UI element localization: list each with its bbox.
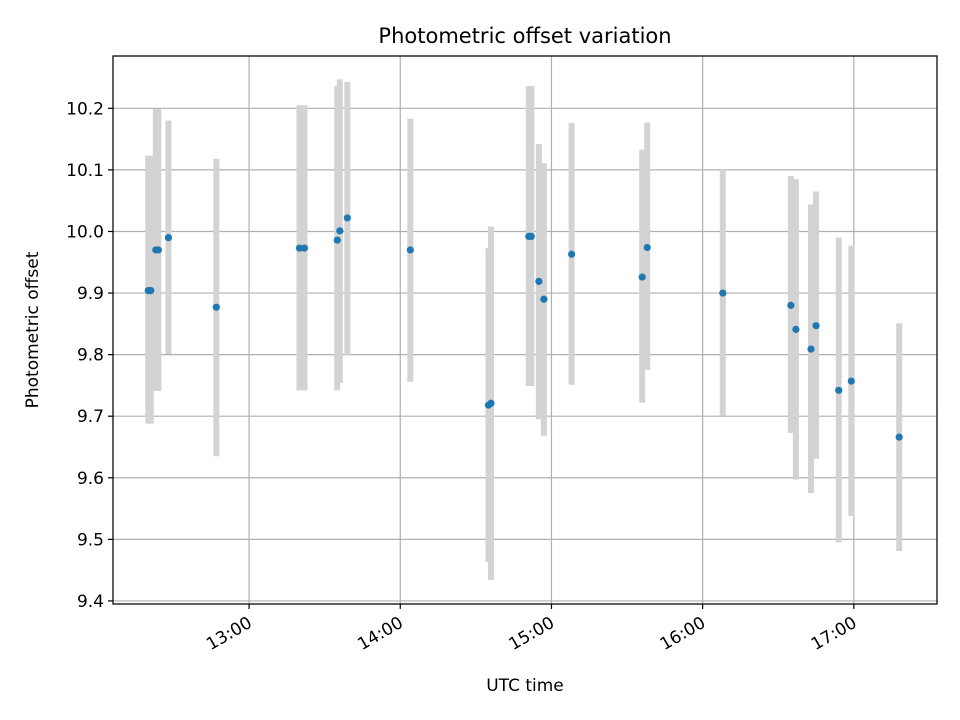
data-point: [300, 244, 309, 252]
data-point: [643, 243, 651, 252]
data-point: [792, 325, 800, 333]
data-point: [343, 214, 351, 222]
data-point: [212, 303, 220, 311]
y-axis-label: Photometric offset: [23, 251, 43, 408]
y-tick-label: 9.9: [77, 284, 104, 304]
y-tick-label: 10.0: [66, 222, 104, 242]
y-axis: 9.4 9.5 9.6 9.7 9.8 9.9 10.0 10.1 10.2: [66, 99, 113, 612]
x-tick-label: 14:00: [354, 613, 406, 655]
x-tick-label: 13:00: [203, 613, 255, 655]
chart-title: Photometric offset variation: [378, 24, 671, 48]
data-point: [154, 246, 162, 254]
data-point: [333, 236, 341, 244]
data-point: [295, 244, 304, 252]
y-tick-label: 9.8: [77, 346, 104, 366]
x-tick-label: 16:00: [657, 613, 709, 655]
data-point: [164, 234, 173, 242]
x-axis-label: UTC time: [486, 676, 564, 696]
data-point: [487, 399, 495, 407]
data-point: [336, 227, 344, 235]
data-point: [812, 322, 820, 330]
point-layer: [144, 214, 903, 441]
data-point: [719, 289, 727, 297]
data-point: [540, 295, 548, 303]
data-point: [787, 301, 795, 309]
data-point: [807, 345, 815, 353]
y-tick-label: 10.2: [66, 99, 104, 119]
y-tick-label: 9.7: [77, 407, 104, 427]
y-tick-label: 10.1: [66, 161, 104, 181]
y-tick-label: 9.4: [77, 592, 104, 612]
y-tick-label: 9.6: [77, 469, 104, 489]
plot-frame: [112, 55, 938, 605]
data-point: [147, 286, 155, 295]
x-tick-label: 17:00: [808, 613, 860, 655]
data-point: [835, 386, 843, 394]
data-point: [568, 250, 576, 258]
x-axis: 13:00 14:00 15:00 16:00 17:00: [203, 604, 860, 655]
data-point: [638, 273, 646, 281]
x-tick-label: 15:00: [506, 613, 558, 655]
data-point: [406, 246, 414, 254]
data-point: [535, 277, 543, 285]
data-point: [847, 377, 855, 385]
errorbar-layer: [145, 79, 903, 580]
data-point: [895, 433, 903, 441]
data-point: [527, 232, 535, 241]
y-tick-label: 9.5: [77, 530, 104, 550]
